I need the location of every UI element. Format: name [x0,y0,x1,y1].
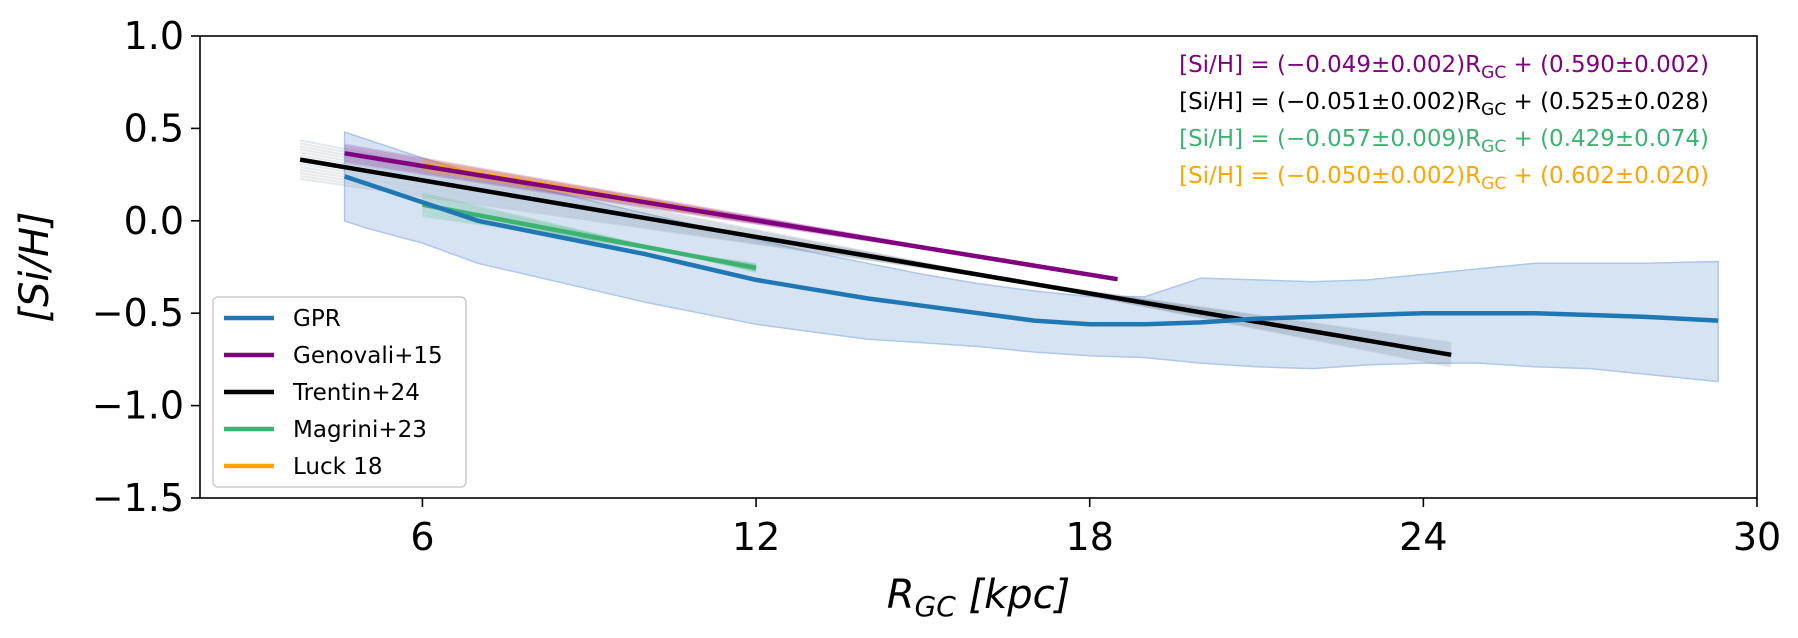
y-tick-label: 1.0 [124,14,184,58]
fan-line [299,142,1452,366]
fit-equation: [Si/H] = (−0.051±0.002)RGC + (0.525±0.02… [1179,89,1709,120]
axis-ticks: 1.0 0.5 0.0 −0.5 −1.0 −1.5 6 12 18 24 30 [92,14,1781,559]
legend-label: Trentin+24 [292,380,420,406]
x-axis-label-unit: [kpc] [956,572,1070,618]
legend-label: Genovali+15 [293,343,443,369]
series-line-genovali-15 [344,151,1118,282]
series-lines [299,151,1719,358]
x-axis-label-main: R [887,572,915,618]
legend-label: Magrini+23 [293,417,427,443]
y-tick-label: 0.5 [124,106,184,150]
x-tick-label: 24 [1399,515,1447,559]
series-line-magrini-23 [421,202,757,271]
x-tick-label: 6 [410,515,434,559]
fan-line [299,177,1452,344]
legend-label: Luck 18 [293,454,383,480]
legend: GPR Genovali+15 Trentin+24 Magrini+23 Luck 1… [212,296,467,488]
y-tick-label: −1.0 [92,384,184,428]
fit-equation: [Si/H] = (−0.057±0.009)RGC + (0.429±0.07… [1179,126,1709,157]
x-axis-label-subscript: GC [915,590,957,623]
y-axis-label: [Si/H] [12,211,58,322]
legend-box [212,296,467,488]
fit-equations: [Si/H] = (−0.049±0.002)RGC + (0.590±0.00… [1179,52,1709,194]
gpr-confidence-band-layer [343,131,1719,383]
series-line-trentin-24 [299,157,1452,358]
y-tick-label: −1.5 [92,476,184,520]
series-line-gpr [343,174,1719,327]
plot-frame [199,35,1758,499]
fit-equation: [Si/H] = (−0.050±0.002)RGC + (0.602±0.02… [1179,163,1709,194]
legend-label: GPR [293,306,341,332]
y-tick-label: −0.5 [92,291,184,335]
x-tick-label: 18 [1066,515,1114,559]
x-axis-label: RGC [kpc] [887,572,1071,623]
y-tick-label: 0.0 [124,199,184,243]
fit-equation: [Si/H] = (−0.049±0.002)RGC + (0.590±0.00… [1179,52,1709,83]
x-tick-label: 12 [732,515,780,559]
gpr-confidence-band [343,131,1719,383]
fan-line [299,145,1452,365]
x-tick-label: 30 [1733,515,1781,559]
